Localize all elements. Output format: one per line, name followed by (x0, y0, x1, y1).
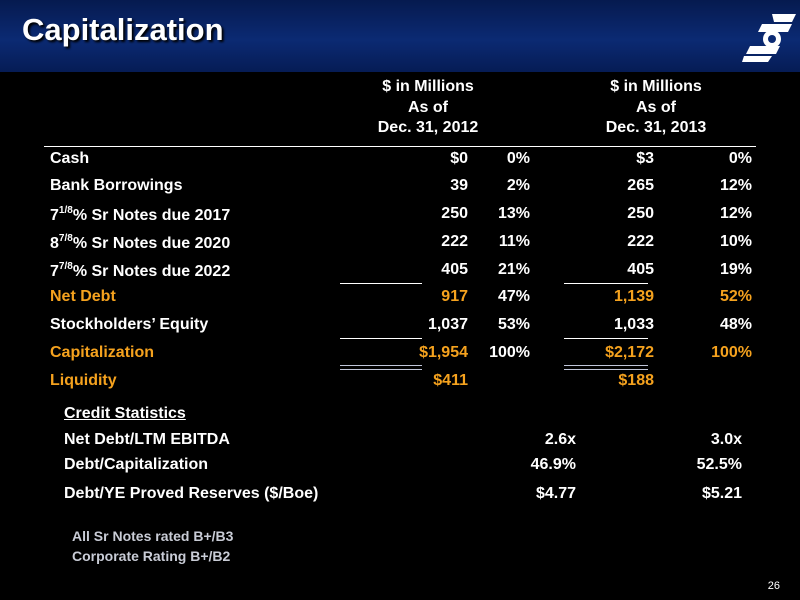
credit-value-2013: 52.5% (696, 456, 742, 473)
value-2012: 405 (441, 261, 468, 278)
page-title: Capitalization (22, 12, 224, 47)
column-header-2012: $ in Millions As of Dec. 31, 2012 (338, 77, 518, 139)
value-2013: 1,033 (613, 316, 654, 333)
value-2013: 405 (627, 261, 654, 278)
credit-label: Net Debt/LTM EBITDA (64, 431, 230, 448)
company-logo-icon (742, 14, 796, 62)
subtotal-rule-2013 (564, 283, 648, 284)
subtotal-rule-2012 (340, 338, 422, 339)
value-2013: 250 (627, 205, 654, 222)
percent-2013: 12% (719, 177, 752, 194)
table-row: Stockholders’ Equity 1,037 53% 1,033 48% (44, 316, 764, 338)
credit-label: Debt/YE Proved Reserves ($/Boe) (64, 485, 319, 502)
column-header-units: $ in Millions (382, 78, 474, 95)
subtotal-rule-2013 (564, 338, 648, 339)
table-row: Bank Borrowings 39 2% 265 12% (44, 177, 764, 199)
percent-2013: 100% (711, 344, 752, 361)
table-row-liquidity: Liquidity $411 $188 (44, 372, 764, 394)
value-2012: $411 (433, 372, 468, 389)
credit-value-2012: $4.77 (535, 485, 576, 502)
column-header-as-of: As of (408, 98, 448, 116)
value-2013: 222 (627, 233, 654, 250)
percent-2012: 100% (489, 344, 530, 361)
footnote-notes-rating: All Sr Notes rated B+/B3 (72, 528, 234, 544)
value-2012: $1,954 (419, 344, 468, 361)
credit-value-2012: 46.9% (530, 456, 576, 473)
table-row: Cash $0 0% $3 0% (44, 150, 764, 172)
total-double-rule-2012 (340, 365, 422, 370)
percent-2012: 0% (506, 150, 530, 167)
row-label: 87/8% Sr Notes due 2020 (50, 233, 231, 252)
value-2013: $2,172 (605, 344, 654, 361)
percent-2012: 47% (497, 288, 530, 305)
table-row-capitalization: Capitalization $1,954 100% $2,172 100% (44, 344, 764, 366)
row-label: Stockholders’ Equity (50, 316, 209, 333)
row-label: Net Debt (50, 288, 116, 305)
column-header-date: Dec. 31, 2012 (377, 119, 479, 136)
total-double-rule-2013 (564, 365, 648, 370)
subtotal-rule-2012 (340, 283, 422, 284)
value-2013: $3 (636, 150, 654, 167)
row-label: Capitalization (50, 344, 155, 361)
percent-2012: 11% (498, 233, 530, 250)
value-2013: $188 (618, 372, 654, 389)
table-row: 77/8% Sr Notes due 2022 405 21% 405 19% (44, 261, 764, 283)
page-number: 26 (767, 580, 780, 592)
column-header-units: $ in Millions (610, 78, 702, 95)
percent-2012: 2% (506, 177, 530, 194)
value-2012: 250 (441, 205, 468, 222)
footnote-corporate-rating: Corporate Rating B+/B2 (72, 548, 231, 564)
value-2012: 39 (450, 177, 468, 194)
percent-2012: 21% (497, 261, 530, 278)
percent-2013: 0% (728, 150, 752, 167)
column-header-as-of: As of (636, 98, 676, 116)
credit-value-2013: 3.0x (710, 431, 742, 448)
credit-statistics-heading: Credit Statistics (64, 405, 186, 422)
credit-row: Debt/Capitalization 46.9% 52.5% (64, 456, 764, 478)
row-label: 77/8% Sr Notes due 2022 (50, 261, 231, 280)
table-row-net-debt: Net Debt 917 47% 1,139 52% (44, 288, 764, 310)
value-2012: 222 (441, 233, 468, 250)
credit-value-2012: 2.6x (544, 431, 576, 448)
value-2012: 1,037 (427, 316, 468, 333)
column-header-date: Dec. 31, 2013 (605, 119, 707, 136)
percent-2012: 53% (497, 316, 530, 333)
credit-row: Net Debt/LTM EBITDA 2.6x 3.0x (64, 431, 764, 453)
row-label: Liquidity (50, 372, 117, 389)
percent-2013: 10% (719, 233, 752, 250)
value-2012: 917 (441, 288, 468, 305)
value-2012: $0 (450, 150, 468, 167)
credit-label: Debt/Capitalization (64, 456, 209, 473)
table-row: 87/8% Sr Notes due 2020 222 11% 222 10% (44, 233, 764, 255)
percent-2013: 12% (719, 205, 752, 222)
credit-value-2013: $5.21 (701, 485, 742, 502)
header-bar: Capitalization (0, 0, 800, 72)
percent-2013: 19% (719, 261, 752, 278)
column-header-2013: $ in Millions As of Dec. 31, 2013 (566, 77, 746, 139)
percent-2013: 52% (719, 288, 752, 305)
table-top-rule (44, 146, 756, 147)
percent-2013: 48% (719, 316, 752, 333)
credit-row: Debt/YE Proved Reserves ($/Boe) $4.77 $5… (64, 485, 764, 507)
value-2013: 265 (627, 177, 654, 194)
row-label: 71/8% Sr Notes due 2017 (50, 205, 231, 224)
row-label: Bank Borrowings (50, 177, 183, 194)
row-label: Cash (50, 150, 90, 167)
value-2013: 1,139 (613, 288, 654, 305)
percent-2012: 13% (497, 205, 530, 222)
table-row: 71/8% Sr Notes due 2017 250 13% 250 12% (44, 205, 764, 227)
